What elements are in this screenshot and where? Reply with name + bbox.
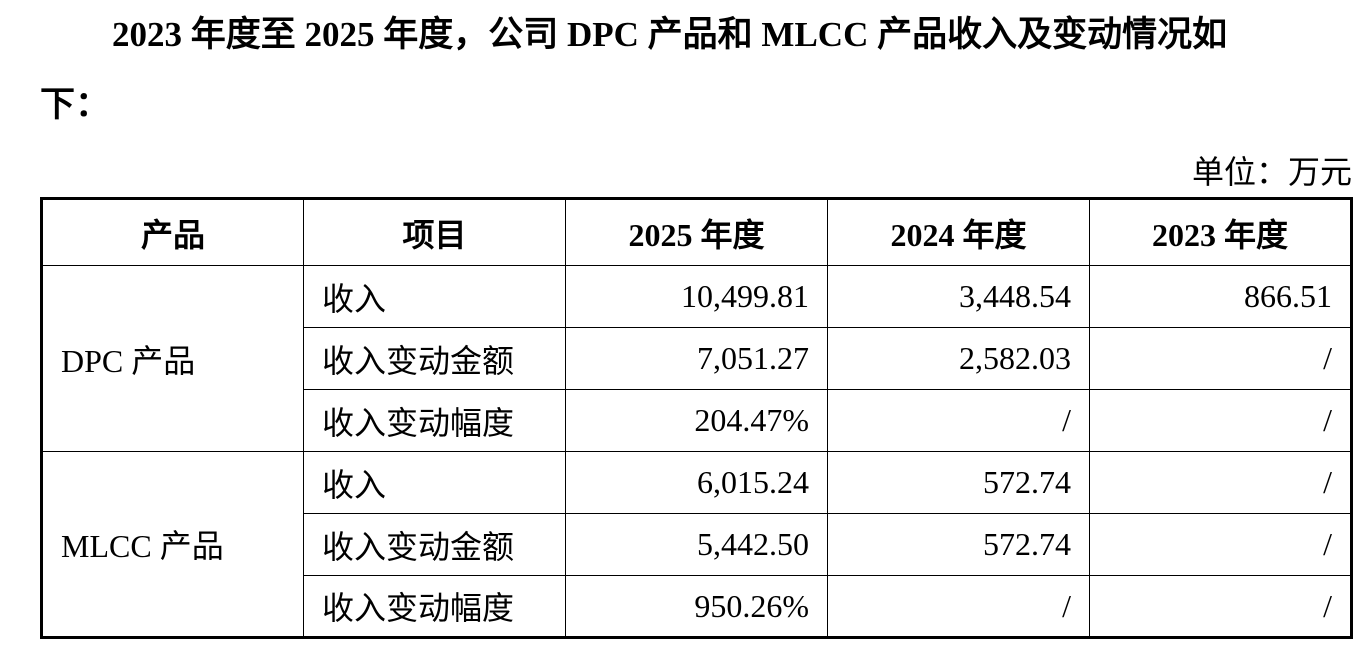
value-2024: 3,448.54 — [827, 265, 1090, 328]
item-cell: 收入变动金额 — [303, 327, 566, 390]
value-2024: / — [827, 575, 1090, 638]
header-2023: 2023 年度 — [1089, 198, 1352, 266]
value-2024: / — [827, 389, 1090, 452]
intro-line-1: 2023 年度至 2025 年度，公司 DPC 产品和 MLCC 产品收入及变动… — [112, 15, 1228, 54]
intro-line-2: 下： — [40, 85, 111, 124]
value-2025: 7,051.27 — [565, 327, 828, 390]
product-cell-dpc: DPC 产品 — [41, 265, 304, 452]
product-cell-mlcc: MLCC 产品 — [41, 451, 304, 638]
item-cell: 收入变动幅度 — [303, 389, 566, 452]
value-2025: 10,499.81 — [565, 265, 828, 328]
value-2025: 950.26% — [565, 575, 828, 638]
header-item: 项目 — [303, 198, 566, 266]
item-cell: 收入 — [303, 265, 566, 328]
table-row: 收入变动金额 5,442.50 572.74 / — [42, 513, 1352, 576]
table-row: 收入变动幅度 950.26% / / — [42, 575, 1352, 638]
value-2025: 5,442.50 — [565, 513, 828, 576]
header-2024: 2024 年度 — [827, 198, 1090, 266]
value-2025: 6,015.24 — [565, 451, 828, 514]
value-2023: / — [1089, 513, 1352, 576]
value-2024: 2,582.03 — [827, 327, 1090, 390]
item-cell: 收入变动幅度 — [303, 575, 566, 638]
header-2025: 2025 年度 — [565, 198, 828, 266]
value-2023: / — [1089, 327, 1352, 390]
item-cell: 收入 — [303, 451, 566, 514]
unit-label: 单位：万元 — [1191, 154, 1352, 190]
header-product: 产品 — [41, 198, 304, 266]
intro-paragraph: 2023 年度至 2025 年度，公司 DPC 产品和 MLCC 产品收入及变动… — [0, 0, 1370, 140]
value-2023: 866.51 — [1089, 265, 1352, 328]
table-row: MLCC 产品 收入 6,015.24 572.74 / — [41, 451, 1352, 638]
value-2023: / — [1089, 575, 1352, 638]
revenue-table: 产品 项目 2025 年度 2024 年度 2023 年度 DPC 产品 收入 … — [40, 197, 1353, 639]
table-header-row: 产品 项目 2025 年度 2024 年度 2023 年度 — [41, 198, 1352, 266]
item-cell: 收入变动金额 — [303, 513, 566, 576]
table-row: DPC 产品 收入 10,499.81 3,448.54 866.51 — [41, 265, 1352, 452]
value-2024: 572.74 — [827, 451, 1090, 514]
value-2023: / — [1089, 389, 1352, 452]
value-2024: 572.74 — [827, 513, 1090, 576]
value-2025: 204.47% — [565, 389, 828, 452]
value-2023: / — [1089, 451, 1352, 514]
